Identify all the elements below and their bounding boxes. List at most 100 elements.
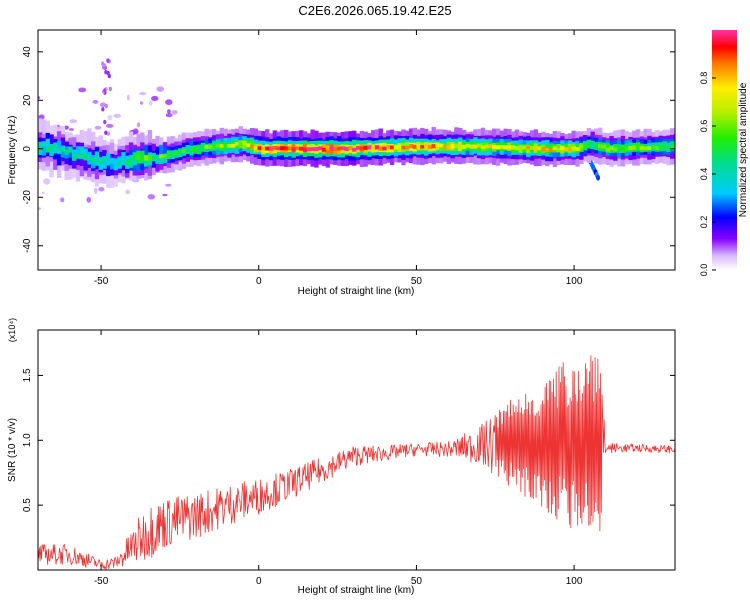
snr-y-tick-label: 0.5 bbox=[22, 498, 33, 512]
spectrogram-tail-blob bbox=[596, 174, 601, 181]
spectrogram-cell bbox=[162, 153, 168, 158]
spectrogram-cell bbox=[545, 147, 550, 152]
spectrogram-noise-blob bbox=[92, 99, 99, 104]
spectrogram-cell bbox=[56, 147, 62, 154]
spectrogram-cell bbox=[159, 144, 164, 162]
spectrogram-cell bbox=[541, 147, 546, 152]
spectrogram-cell bbox=[159, 154, 164, 159]
colorbar-tick-label: 0.2 bbox=[699, 216, 709, 229]
spectrogram-cell bbox=[291, 147, 296, 152]
spectrogram-cell bbox=[121, 159, 126, 165]
spectrogram-x-label: Height of straight line (km) bbox=[298, 286, 415, 297]
spectrogram-cell bbox=[333, 147, 338, 151]
spectrogram-cell bbox=[87, 154, 92, 161]
spectrogram-cell bbox=[215, 143, 221, 148]
spectrogram-cell bbox=[458, 145, 463, 150]
spectrogram-noise-blob bbox=[139, 101, 144, 105]
spectrogram-cell bbox=[567, 147, 573, 152]
spectrogram-cell bbox=[632, 145, 637, 150]
spectrogram-cell bbox=[283, 146, 289, 151]
spectrogram-cell bbox=[200, 146, 206, 151]
spectrogram-cell bbox=[121, 152, 126, 166]
spectrogram-cell bbox=[492, 145, 497, 149]
spectrogram-cell bbox=[132, 152, 137, 166]
spectrogram-noise-blob bbox=[103, 119, 107, 125]
spectrogram-cell bbox=[548, 147, 554, 152]
spectrogram-cell bbox=[446, 144, 452, 150]
spectrogram-cell bbox=[53, 144, 58, 150]
spectrogram-cell bbox=[662, 144, 667, 149]
spectrogram-cell bbox=[94, 151, 100, 164]
spectrogram-cell bbox=[484, 144, 489, 149]
spectrogram-cell bbox=[556, 147, 561, 152]
spectrogram-cell bbox=[624, 146, 629, 152]
snr-frame bbox=[37, 329, 676, 571]
spectrogram-cell bbox=[242, 141, 247, 145]
spectrogram-noise-blob bbox=[126, 94, 130, 101]
spectrogram-cell bbox=[488, 144, 493, 149]
spectrogram-cell bbox=[476, 143, 482, 148]
spectrogram-cell bbox=[219, 144, 225, 148]
spectrogram-cell bbox=[49, 144, 54, 157]
spectrogram-noise-blob bbox=[94, 125, 102, 130]
spectrogram-cell bbox=[412, 144, 418, 149]
spectrogram-cell bbox=[272, 145, 278, 150]
spectrogram-y-label: Frequency (Hz) bbox=[7, 116, 18, 185]
spectrogram-cell bbox=[628, 146, 633, 151]
spectrogram-cell bbox=[106, 158, 111, 164]
spectrogram-cell bbox=[389, 145, 395, 150]
colorbar-label: Normalized spectral amplitude bbox=[738, 82, 749, 217]
snr-y-tick-label: 1.5 bbox=[22, 368, 33, 382]
spectrogram-cell bbox=[268, 146, 274, 151]
spectrogram-x-tick-label: 0 bbox=[256, 276, 262, 287]
spectrogram-cell bbox=[643, 146, 648, 151]
spectrogram-cell bbox=[147, 155, 153, 161]
spectrogram-cell bbox=[533, 146, 539, 151]
spectrogram-noise-blob bbox=[38, 114, 45, 120]
spectrogram-cell bbox=[325, 145, 330, 151]
spectrogram-x-tick-label: 100 bbox=[566, 276, 583, 287]
spectrogram-cell bbox=[405, 145, 410, 150]
spectrogram-noise-blob bbox=[86, 196, 92, 203]
spectrogram-cell bbox=[230, 143, 236, 148]
spectrogram-cell bbox=[234, 141, 240, 146]
spectrogram-cell bbox=[321, 147, 327, 152]
spectrogram-noise-blob bbox=[99, 102, 107, 108]
figure-title: C2E6.2026.065.19.42.E25 bbox=[298, 3, 451, 18]
spectrogram-cell bbox=[94, 160, 100, 166]
spectrogram-cell bbox=[374, 145, 380, 150]
spectrogram-x-tick-label: -50 bbox=[94, 276, 109, 287]
spectrogram-cell bbox=[507, 145, 512, 150]
spectrogram-noise-blob bbox=[171, 109, 178, 115]
spectrogram-cell bbox=[38, 145, 43, 151]
snr-series-line bbox=[38, 355, 675, 570]
spectrogram-cell bbox=[439, 143, 444, 148]
spectrogram-noise-blob bbox=[125, 189, 131, 195]
spectrogram-cell bbox=[393, 145, 399, 150]
spectrogram-noise-blob bbox=[107, 73, 111, 79]
spectrogram-noise-blob bbox=[41, 191, 45, 195]
spectrogram-cell bbox=[60, 145, 66, 152]
spectrogram-noise-blob bbox=[106, 58, 110, 63]
spectrogram-cell bbox=[299, 146, 304, 151]
spectrogram-cell bbox=[128, 155, 134, 161]
snr-x-tick-label: 0 bbox=[256, 576, 262, 587]
spectrogram-noise-blob bbox=[68, 128, 75, 131]
spectrogram-noise-blob bbox=[94, 187, 98, 194]
spectrogram-cell bbox=[431, 144, 436, 149]
spectrogram-cell bbox=[416, 144, 421, 149]
spectrogram-cell bbox=[125, 160, 130, 166]
spectrogram-noise-blob bbox=[147, 193, 156, 200]
spectrogram-cell bbox=[79, 152, 85, 158]
spectrogram-cell bbox=[49, 143, 54, 150]
spectrogram-cell bbox=[537, 146, 542, 151]
spectrogram-cell bbox=[669, 145, 675, 150]
spectrogram-cell bbox=[143, 154, 149, 167]
spectrogram-cell bbox=[469, 144, 474, 149]
spectrogram-cell bbox=[651, 145, 656, 149]
spectrogram-cell bbox=[295, 146, 300, 151]
spectrogram-noise-blob bbox=[78, 87, 87, 93]
spectrogram-cell bbox=[329, 146, 334, 151]
spectrogram-cell bbox=[461, 144, 467, 150]
spectrogram-cell bbox=[495, 145, 501, 150]
